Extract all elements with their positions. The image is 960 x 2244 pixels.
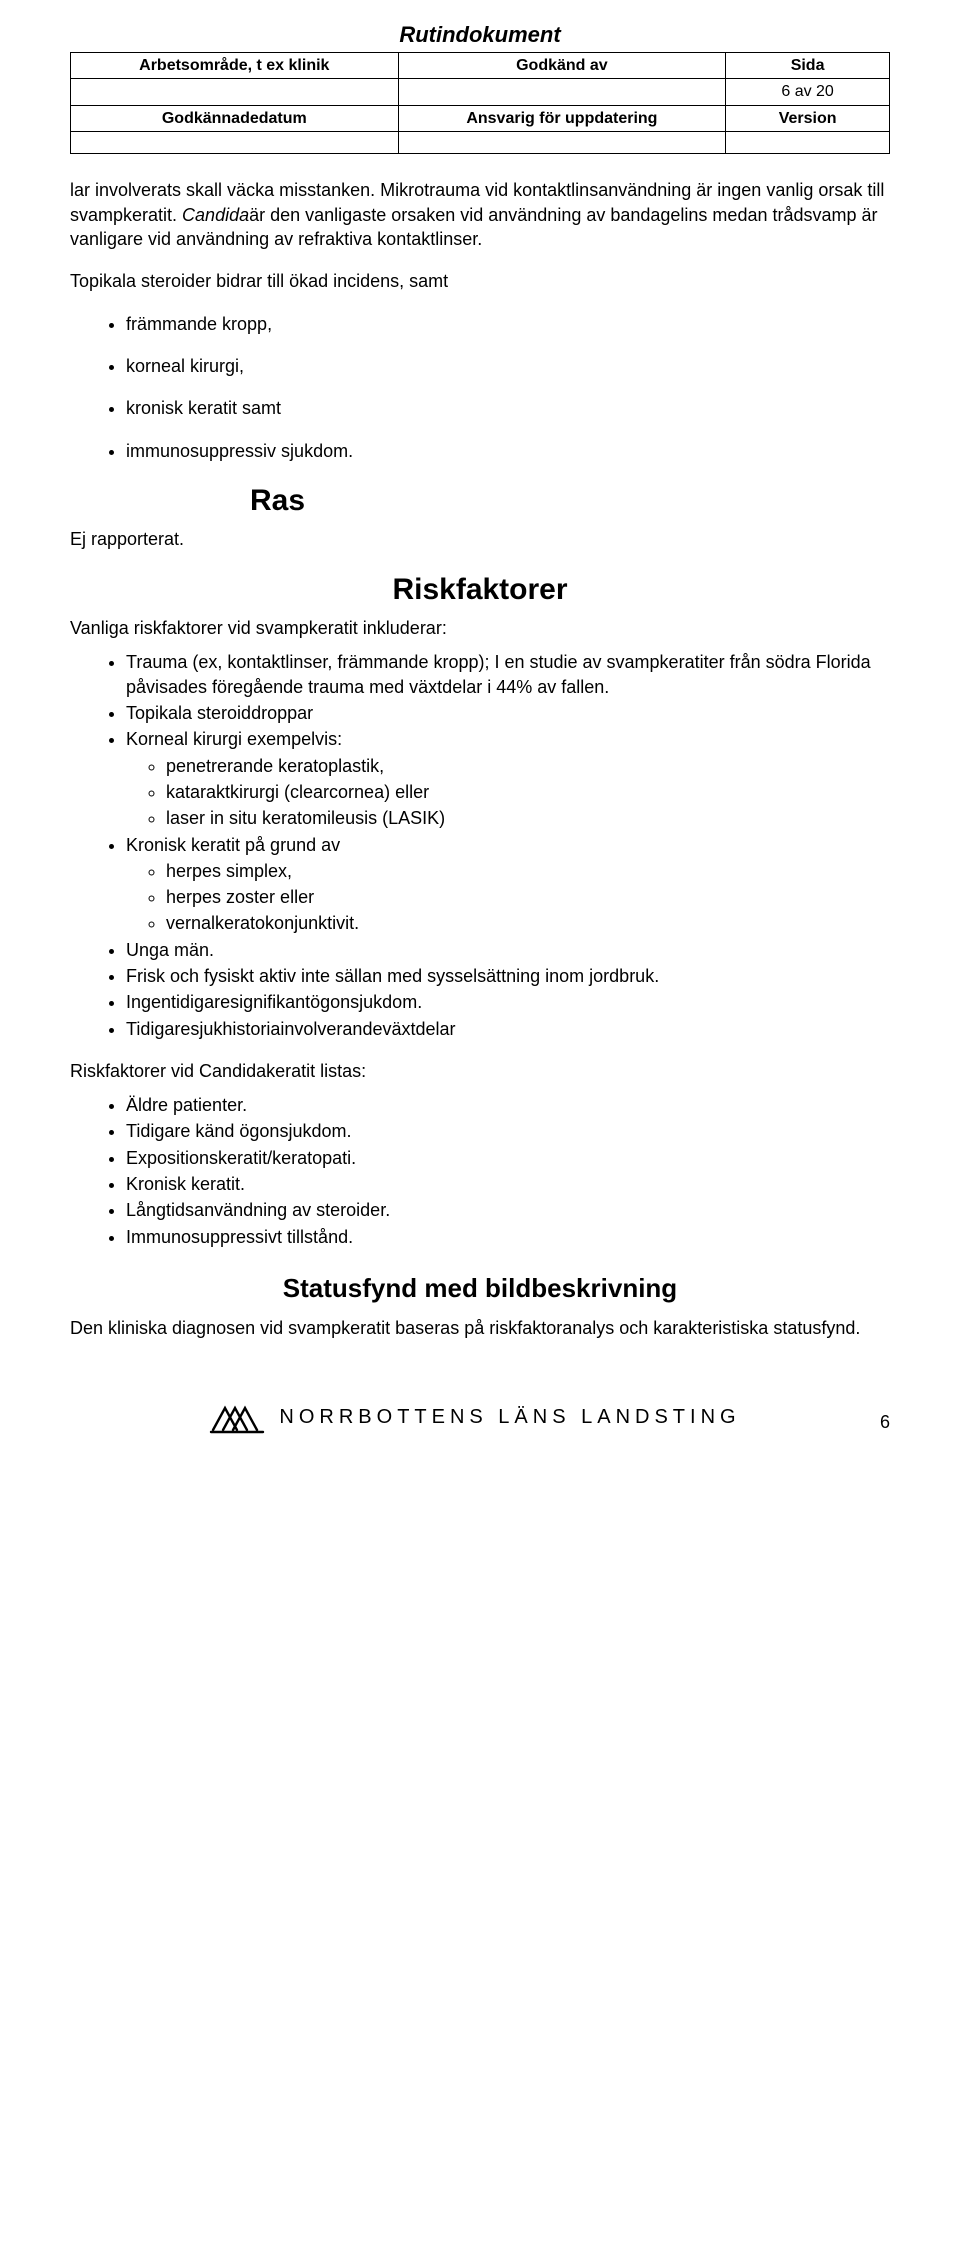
- list-item: Tidigare känd ögonsjukdom.: [126, 1119, 890, 1143]
- sub-list-item: penetrerande keratoplastik,: [166, 754, 890, 778]
- list-item: korneal kirurgi,: [126, 354, 890, 378]
- list-item: Expositionskeratit/keratopati.: [126, 1146, 890, 1170]
- header-label-version: Version: [726, 105, 890, 132]
- landsting-logo-icon: [209, 1400, 265, 1434]
- candida-intro: Riskfaktorer vid Candidakeratit listas:: [70, 1059, 890, 1083]
- header-val-approvedby: [398, 79, 726, 106]
- sub-list: herpes simplex,herpes zoster ellervernal…: [126, 859, 890, 936]
- header-label-updater: Ansvarig för uppdatering: [398, 105, 726, 132]
- bullet-list-incidence: främmande kropp, korneal kirurgi, kronisk …: [70, 312, 890, 463]
- header-val-version: [726, 132, 890, 154]
- list-item: Äldre patienter.: [126, 1093, 890, 1117]
- risk-intro: Vanliga riskfaktorer vid svampkeratit in…: [70, 616, 890, 640]
- heading-riskfaktorer: Riskfaktorer: [70, 570, 890, 611]
- header-table: Arbetsområde, t ex klinik Godkänd av Sid…: [70, 52, 890, 155]
- header-label-page: Sida: [726, 52, 890, 79]
- header-val-area: [71, 79, 399, 106]
- header-label-area: Arbetsområde, t ex klinik: [71, 52, 399, 79]
- footer-page-number: 6: [880, 1410, 890, 1434]
- list-item: Immunosuppressivt tillstånd.: [126, 1225, 890, 1249]
- header-label-approvedate: Godkännadedatum: [71, 105, 399, 132]
- list-item: Trauma (ex, kontaktlinser, främmande kro…: [126, 650, 890, 699]
- candida-intro-a: Riskfaktorer vid: [70, 1061, 199, 1081]
- page-footer: NORRBOTTENS LÄNS LANDSTING 6: [70, 1400, 890, 1434]
- list-item: Unga män.: [126, 938, 890, 962]
- footer-logo: NORRBOTTENS LÄNS LANDSTING: [209, 1400, 740, 1434]
- header-label-approvedby: Godkänd av: [398, 52, 726, 79]
- bullet-list-riskfactors: Trauma (ex, kontaktlinser, främmande kro…: [70, 650, 890, 1040]
- list-item: Långtidsanvändning av steroider.: [126, 1198, 890, 1222]
- paragraph-intro: lar involverats skall väcka misstanken. …: [70, 178, 890, 251]
- list-item: kronisk keratit samt: [126, 396, 890, 420]
- list-item: Tidigaresjukhistoriainvolverandeväxtdela…: [126, 1017, 890, 1041]
- list-item: Korneal kirurgi exempelvis:penetrerande …: [126, 727, 890, 830]
- sub-list-item: herpes zoster eller: [166, 885, 890, 909]
- header-val-approvedate: [71, 132, 399, 154]
- paragraph-steroids: Topikala steroider bidrar till ökad inci…: [70, 269, 890, 293]
- footer-org-name: NORRBOTTENS LÄNS LANDSTING: [279, 1404, 740, 1431]
- list-item: Frisk och fysiskt aktiv inte sällan med …: [126, 964, 890, 988]
- header-val-page: 6 av 20: [726, 79, 890, 106]
- header-val-updater: [398, 132, 726, 154]
- sub-list-item: vernalkeratokonjunktivit.: [166, 911, 890, 935]
- list-item: immunosuppressiv sjukdom.: [126, 439, 890, 463]
- ras-text: Ej rapporterat.: [70, 527, 890, 551]
- document-title: Rutindokument: [70, 20, 890, 50]
- candida-intro-b: keratit listas:: [266, 1061, 366, 1081]
- candida-intro-italic: Candida: [199, 1061, 266, 1081]
- bullet-list-candida: Äldre patienter.Tidigare känd ögonsjukdo…: [70, 1093, 890, 1249]
- sub-list-item: herpes simplex,: [166, 859, 890, 883]
- sub-list: penetrerande keratoplastik,kataraktkirur…: [126, 754, 890, 831]
- list-item: Ingentidigaresignifikantögonsjukdom.: [126, 990, 890, 1014]
- list-item: Kronisk keratit på grund avherpes simple…: [126, 833, 890, 936]
- heading-statusfynd: Statusfynd med bildbeskrivning: [70, 1271, 890, 1306]
- list-item: Topikala steroiddroppar: [126, 701, 890, 725]
- sub-list-item: laser in situ keratomileusis (LASIK): [166, 806, 890, 830]
- status-text: Den kliniska diagnosen vid svampkeratit …: [70, 1316, 890, 1340]
- heading-ras: Ras: [70, 481, 890, 522]
- list-item: främmande kropp,: [126, 312, 890, 336]
- sub-list-item: kataraktkirurgi (clearcornea) eller: [166, 780, 890, 804]
- list-item: Kronisk keratit.: [126, 1172, 890, 1196]
- para1-italic: Candida: [182, 205, 249, 225]
